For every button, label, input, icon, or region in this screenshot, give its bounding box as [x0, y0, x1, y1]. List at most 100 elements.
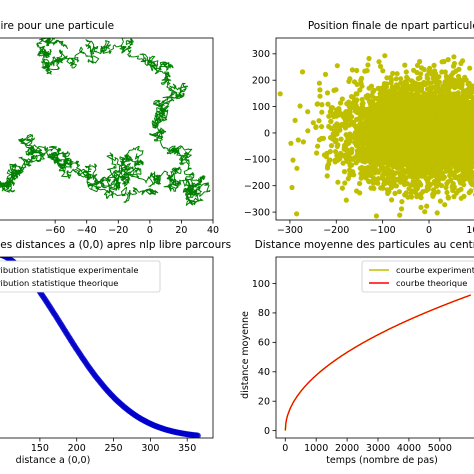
walk-xtick-label: −20: [108, 225, 128, 236]
positions-point: [453, 82, 459, 88]
positions-point: [458, 186, 464, 192]
positions-point: [450, 181, 456, 187]
positions-point: [361, 132, 367, 138]
positions-point: [381, 181, 387, 187]
positions-point: [413, 143, 419, 149]
walk-frame: [0, 37, 214, 221]
positions-point: [435, 144, 441, 150]
positions-point: [414, 182, 420, 188]
walk-xtick-label: 20: [175, 225, 187, 236]
positions-point: [428, 102, 434, 108]
positions-point: [339, 185, 345, 191]
positions-point: [427, 145, 433, 151]
positions-point: [460, 142, 466, 148]
positions-point: [461, 153, 467, 159]
positions-point: [457, 158, 463, 164]
positions-point: [300, 139, 306, 145]
positions-point: [382, 53, 388, 59]
positions-point: [465, 91, 471, 97]
positions-point: [385, 152, 391, 158]
positions-point: [429, 172, 435, 178]
positions-point: [363, 125, 370, 131]
positions-point: [417, 86, 423, 92]
positions-point: [427, 149, 433, 155]
positions-point: [458, 105, 465, 111]
positions-point: [367, 143, 373, 149]
positions-point: [404, 82, 410, 88]
positions-point: [390, 171, 396, 177]
positions-point: [375, 146, 381, 152]
positions-point: [316, 118, 322, 124]
positions-point: [346, 136, 352, 142]
positions-point: [350, 94, 356, 100]
positions-point: [441, 137, 447, 143]
positions-point: [327, 149, 333, 155]
positions-point: [327, 157, 333, 163]
positions-point: [399, 134, 405, 140]
positions-point: [438, 175, 444, 181]
positions-point: [277, 91, 283, 97]
positions-point: [359, 83, 365, 89]
positions-point: [452, 174, 458, 180]
positions-point: [386, 133, 392, 139]
positions-point: [456, 134, 462, 140]
positions-point: [446, 124, 452, 130]
positions-point: [326, 123, 332, 130]
positions-point: [337, 100, 344, 106]
positions-point: [365, 168, 371, 174]
positions-point: [425, 80, 431, 86]
positions-point: [357, 180, 363, 187]
positions-point: [451, 104, 457, 110]
positions-point: [332, 157, 338, 163]
positions-point: [406, 186, 412, 192]
positions-point: [354, 188, 360, 194]
positions-point: [443, 93, 450, 99]
positions-point: [347, 118, 353, 124]
positions-point: [341, 169, 348, 175]
positions-panel: Position finale de npart particules −300…: [244, 20, 474, 236]
positions-point: [468, 165, 474, 171]
positions-point: [334, 143, 340, 149]
positions-point: [408, 194, 415, 200]
positions-point: [455, 73, 462, 79]
positions-point: [359, 164, 365, 171]
positions-point: [437, 198, 443, 204]
positions-point: [409, 113, 415, 119]
positions-point: [445, 57, 451, 63]
positions-point: [418, 204, 424, 210]
positions-point: [462, 74, 468, 80]
positions-point: [433, 120, 439, 126]
positions-point: [381, 81, 387, 87]
positions-point: [410, 86, 416, 92]
positions-point: [354, 97, 360, 103]
positions-point: [388, 77, 394, 83]
positions-point: [394, 71, 400, 77]
positions-point: [470, 94, 474, 101]
positions-point: [442, 202, 448, 208]
positions-point: [424, 184, 430, 190]
positions-point: [371, 176, 377, 182]
walk-xtick-label: 0: [147, 225, 153, 236]
positions-point: [421, 79, 427, 86]
positions-point: [343, 155, 349, 161]
positions-point: [305, 109, 311, 115]
positions-point: [420, 104, 426, 110]
positions-point: [460, 58, 466, 64]
positions-point: [457, 180, 464, 186]
positions-point: [403, 161, 409, 167]
positions-point: [428, 98, 434, 104]
positions-point: [359, 96, 365, 103]
positions-point: [398, 89, 404, 95]
positions-point: [323, 154, 329, 160]
positions-point: [403, 123, 409, 129]
positions-point: [402, 101, 408, 107]
positions-point: [364, 156, 370, 162]
positions-point: [394, 82, 400, 88]
positions-point: [417, 135, 423, 141]
positions-marks: [277, 53, 474, 219]
positions-point: [443, 184, 449, 191]
positions-point: [434, 169, 440, 176]
walk-marks: [0, 38, 211, 206]
positions-point: [381, 137, 387, 143]
